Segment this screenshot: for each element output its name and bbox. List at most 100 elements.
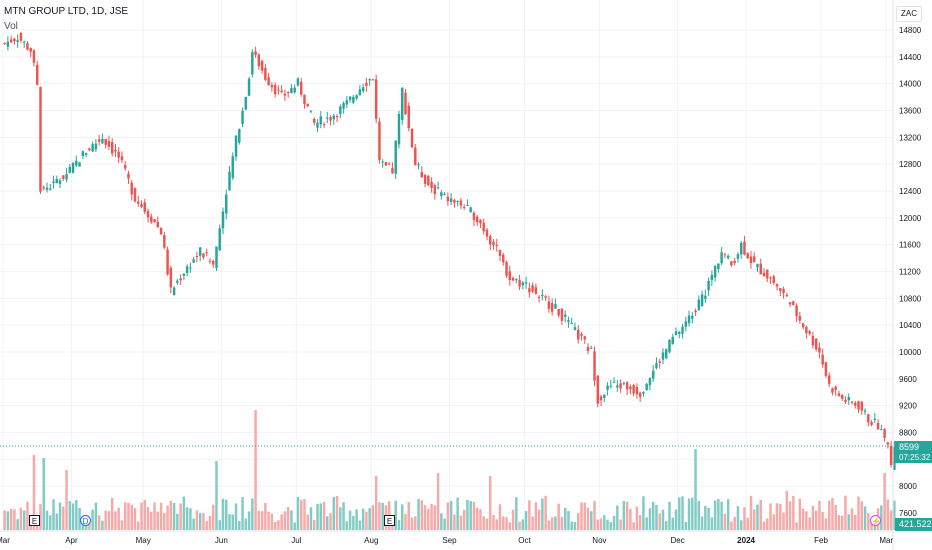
volume-bar	[417, 498, 420, 530]
volume-bar	[267, 511, 270, 530]
volume-bar	[257, 510, 261, 530]
candle-body	[665, 349, 668, 359]
volume-bars	[3, 410, 896, 530]
candle-body	[355, 95, 358, 99]
volume-bar	[586, 507, 590, 530]
volume-bar	[655, 504, 658, 530]
price-tick-label: 11200	[899, 268, 921, 277]
volume-bar	[671, 517, 674, 530]
volume-bar	[837, 515, 841, 530]
volume-bar	[889, 510, 893, 530]
candle-body	[459, 200, 463, 206]
earnings-marker-icon[interactable]: E	[384, 515, 395, 526]
volume-bar	[88, 522, 91, 530]
volume-bar	[489, 476, 492, 530]
volume-bar	[16, 519, 19, 530]
volume-bar	[198, 513, 202, 530]
candle-body	[629, 386, 632, 390]
volume-bar	[205, 521, 208, 530]
candle-body	[590, 347, 593, 349]
time-tick-label: 2024	[737, 536, 755, 545]
candle-body	[254, 51, 257, 55]
candle-body	[55, 178, 59, 184]
volume-bar	[192, 518, 195, 530]
candle-body	[726, 255, 730, 259]
volume-bar	[446, 502, 450, 530]
candle-body	[700, 294, 704, 307]
candle-body	[267, 77, 270, 86]
currency-button[interactable]: ZAC	[896, 6, 922, 22]
time-tick-label: Sep	[442, 536, 457, 545]
candle-body	[130, 182, 133, 195]
volume-bar	[371, 505, 375, 530]
candle-body	[557, 308, 560, 316]
volume-bar	[739, 520, 743, 530]
volume-bar	[185, 507, 189, 530]
volume-bar	[893, 500, 896, 530]
volume-bar	[788, 501, 792, 530]
candle-body	[779, 288, 782, 291]
price-axis: 7600800084008800920096001000010400108001…	[892, 0, 922, 550]
volume-bar	[860, 501, 864, 530]
candle-body	[335, 116, 339, 118]
volume-bar	[427, 508, 430, 530]
volume-bar	[316, 503, 319, 530]
volume-bar	[251, 498, 254, 530]
volume-bar	[492, 515, 495, 530]
candle-body	[811, 335, 815, 346]
candle-body	[880, 429, 883, 431]
volume-bar	[485, 518, 489, 530]
earnings-marker-icon[interactable]: E	[29, 515, 40, 526]
volume-bar	[202, 513, 205, 530]
news-flash-icon[interactable]: ⚡	[870, 515, 881, 526]
price-tick-label: 10400	[899, 321, 922, 330]
volume-bar	[453, 514, 456, 530]
candle-body	[172, 287, 176, 295]
candle-body	[453, 199, 456, 203]
candle-body	[505, 261, 508, 276]
candle-body	[179, 278, 182, 281]
volume-bar	[720, 501, 723, 530]
candle-body	[257, 54, 261, 67]
candle-body	[58, 180, 62, 184]
candle-body	[619, 383, 622, 389]
candle-body	[775, 283, 779, 287]
volume-bar	[466, 500, 469, 530]
candle-body	[348, 96, 352, 100]
candle-body	[198, 247, 202, 256]
candle-body	[805, 327, 808, 334]
candle-body	[687, 315, 691, 324]
candle-body	[534, 287, 538, 294]
candle-body	[3, 43, 6, 45]
candle-body	[397, 113, 401, 145]
candle-body	[537, 296, 541, 298]
volume-bar	[883, 473, 886, 530]
candle-body	[440, 192, 443, 197]
volume-bar	[270, 513, 274, 530]
candle-body	[352, 97, 355, 103]
candle-body	[140, 204, 143, 207]
volume-bar	[762, 521, 766, 530]
volume-bar	[114, 511, 117, 530]
volume-bar	[176, 513, 179, 530]
candle-body	[661, 352, 665, 360]
dividend-marker-icon[interactable]: D	[80, 515, 91, 526]
volume-bar	[479, 509, 482, 530]
price-tick-label: 10000	[899, 348, 922, 357]
price-tick-label: 12800	[899, 160, 922, 169]
time-tick-label: Apr	[65, 536, 78, 545]
candle-body	[345, 100, 349, 105]
volume-bar	[674, 509, 678, 530]
volume-bar	[801, 508, 805, 530]
volume-bar	[622, 501, 626, 530]
volume-bar	[166, 505, 169, 530]
volume-bar	[91, 509, 94, 530]
candle-body	[752, 256, 756, 263]
volume-bar	[247, 511, 251, 530]
volume-bar	[717, 498, 720, 530]
volume-bar	[482, 516, 485, 530]
volume-bar	[55, 513, 59, 530]
candle-body	[215, 246, 218, 269]
volume-bar	[785, 491, 789, 530]
